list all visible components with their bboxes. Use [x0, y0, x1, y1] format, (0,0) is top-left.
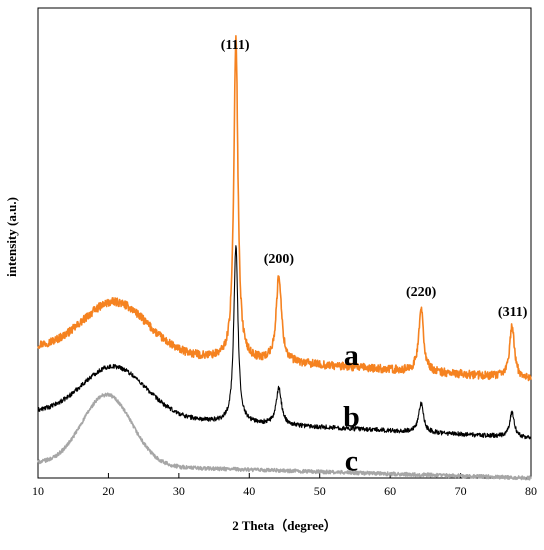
- x-tick-label-70: 70: [455, 484, 467, 498]
- series-a-line: [37, 34, 532, 382]
- curve-label-b: b: [343, 401, 360, 434]
- curve-labels-layer: abc: [343, 339, 360, 478]
- curve-label-c: c: [345, 445, 358, 478]
- x-axis-title: 2 Theta（degree）: [232, 518, 337, 533]
- x-tick-label-20: 20: [102, 484, 114, 498]
- x-tick-label-50: 50: [314, 484, 326, 498]
- plot-frame: [37, 7, 532, 479]
- peak-label-220: (220): [406, 285, 437, 300]
- peak-label-311: (311): [498, 305, 528, 320]
- peak-label-200: (200): [264, 252, 295, 267]
- curve-label-a: a: [344, 339, 359, 372]
- x-tick-label-60: 60: [384, 484, 396, 498]
- x-tick-label-10: 10: [32, 484, 44, 498]
- peak-label-111: (111): [221, 38, 250, 53]
- curves-layer: [37, 34, 532, 481]
- y-axis-title: intensity (a.u.): [4, 197, 19, 277]
- x-axis-ticks: 10 20 30 40 50 60 70 80: [32, 473, 537, 498]
- series-c-line: [37, 392, 532, 481]
- x-tick-label-40: 40: [243, 484, 255, 498]
- peak-labels-layer: (111) (200) (220) (311): [221, 38, 528, 320]
- x-tick-label-80: 80: [525, 484, 537, 498]
- series-b-line: [37, 245, 532, 440]
- x-tick-label-30: 30: [173, 484, 185, 498]
